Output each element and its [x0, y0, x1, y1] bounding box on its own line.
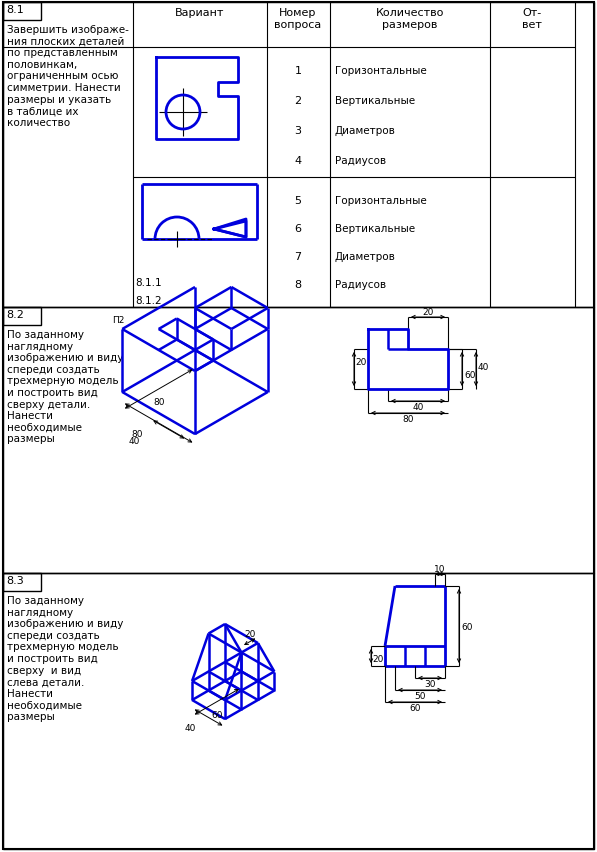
Text: 60: 60: [461, 622, 472, 630]
Text: 8.1.2: 8.1.2: [135, 296, 162, 306]
Text: 8: 8: [294, 279, 301, 290]
Text: Вертикальные: Вертикальные: [335, 96, 415, 106]
Text: 20: 20: [244, 629, 256, 638]
Text: П2: П2: [112, 315, 124, 325]
Text: 8.2: 8.2: [6, 309, 24, 320]
Text: 8.1.1: 8.1.1: [135, 278, 162, 288]
Text: Количество
размеров: Количество размеров: [376, 8, 444, 30]
Text: 40: 40: [478, 363, 490, 372]
Text: 4: 4: [294, 156, 301, 166]
Text: 6: 6: [294, 224, 301, 233]
Text: 3: 3: [294, 126, 301, 135]
Text: Вариант: Вариант: [176, 8, 224, 18]
Text: 40: 40: [185, 723, 196, 733]
Text: От-
вет: От- вет: [522, 8, 542, 30]
Text: 2: 2: [294, 96, 301, 106]
Text: 7: 7: [294, 251, 301, 262]
Text: 80: 80: [153, 398, 164, 406]
Text: По заданному
наглядному
изображению и виду
спереди создать
трехмерную модель
и п: По заданному наглядному изображению и ви…: [7, 596, 124, 721]
Text: Горизонтальные: Горизонтальные: [335, 196, 427, 206]
Text: 80: 80: [131, 429, 142, 439]
Text: Номер
вопроса: Номер вопроса: [275, 8, 322, 30]
Text: 40: 40: [413, 402, 424, 412]
Text: 40: 40: [129, 436, 140, 445]
Text: 8.1: 8.1: [6, 5, 24, 15]
Text: 10: 10: [434, 564, 446, 573]
Text: 20: 20: [422, 308, 433, 317]
Text: 20: 20: [372, 654, 383, 663]
Text: 50: 50: [414, 691, 426, 700]
Text: 80: 80: [402, 415, 414, 423]
Text: 20: 20: [355, 358, 367, 366]
Bar: [3, 308, 594, 573]
Text: 60: 60: [211, 710, 223, 719]
Text: 8.3: 8.3: [6, 575, 24, 585]
Text: 60: 60: [464, 370, 475, 379]
Bar: [3, 573, 41, 591]
Text: Радиусов: Радиусов: [335, 156, 386, 166]
Text: 30: 30: [424, 679, 436, 688]
Text: 1: 1: [294, 66, 301, 76]
Text: Вертикальные: Вертикальные: [335, 224, 415, 233]
Text: Радиусов: Радиусов: [335, 279, 386, 290]
Text: 5: 5: [294, 196, 301, 206]
Bar: [3, 3, 594, 308]
Text: 60: 60: [410, 703, 421, 712]
Bar: [3, 308, 41, 325]
Text: Горизонтальные: Горизонтальные: [335, 66, 427, 76]
Text: Диаметров: Диаметров: [335, 126, 396, 135]
Text: Завершить изображе-
ния плоских деталей
по представленным
половинкам,
ограниченн: Завершить изображе- ния плоских деталей …: [7, 25, 129, 128]
Bar: [3, 3, 41, 21]
Bar: [3, 573, 594, 849]
Text: Диаметров: Диаметров: [335, 251, 396, 262]
Text: По заданному
наглядному
изображению и виду
спереди создать
трехмерную модель
и п: По заданному наглядному изображению и ви…: [7, 330, 124, 444]
